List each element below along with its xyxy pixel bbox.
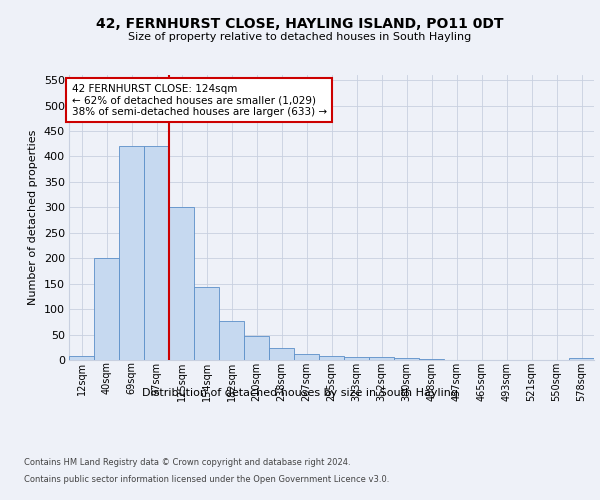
Bar [119,146,144,360]
Y-axis label: Number of detached properties: Number of detached properties [28,130,38,305]
Bar [219,321,244,360]
Bar [319,356,344,360]
Text: Distribution of detached houses by size in South Hayling: Distribution of detached houses by size … [142,388,458,398]
Bar [169,208,194,360]
Bar [569,358,594,360]
Text: Contains public sector information licensed under the Open Government Licence v3: Contains public sector information licen… [24,474,389,484]
Bar [394,358,419,360]
Text: 42 FERNHURST CLOSE: 124sqm
← 62% of detached houses are smaller (1,029)
38% of s: 42 FERNHURST CLOSE: 124sqm ← 62% of deta… [71,84,327,116]
Bar [144,146,169,360]
Text: Contains HM Land Registry data © Crown copyright and database right 2024.: Contains HM Land Registry data © Crown c… [24,458,350,467]
Bar [94,258,119,360]
Bar [369,358,394,360]
Bar [69,356,94,360]
Bar [244,336,269,360]
Text: Size of property relative to detached houses in South Hayling: Size of property relative to detached ho… [128,32,472,42]
Bar [194,287,219,360]
Bar [344,357,369,360]
Bar [294,354,319,360]
Text: 42, FERNHURST CLOSE, HAYLING ISLAND, PO11 0DT: 42, FERNHURST CLOSE, HAYLING ISLAND, PO1… [96,18,504,32]
Bar [269,348,294,360]
